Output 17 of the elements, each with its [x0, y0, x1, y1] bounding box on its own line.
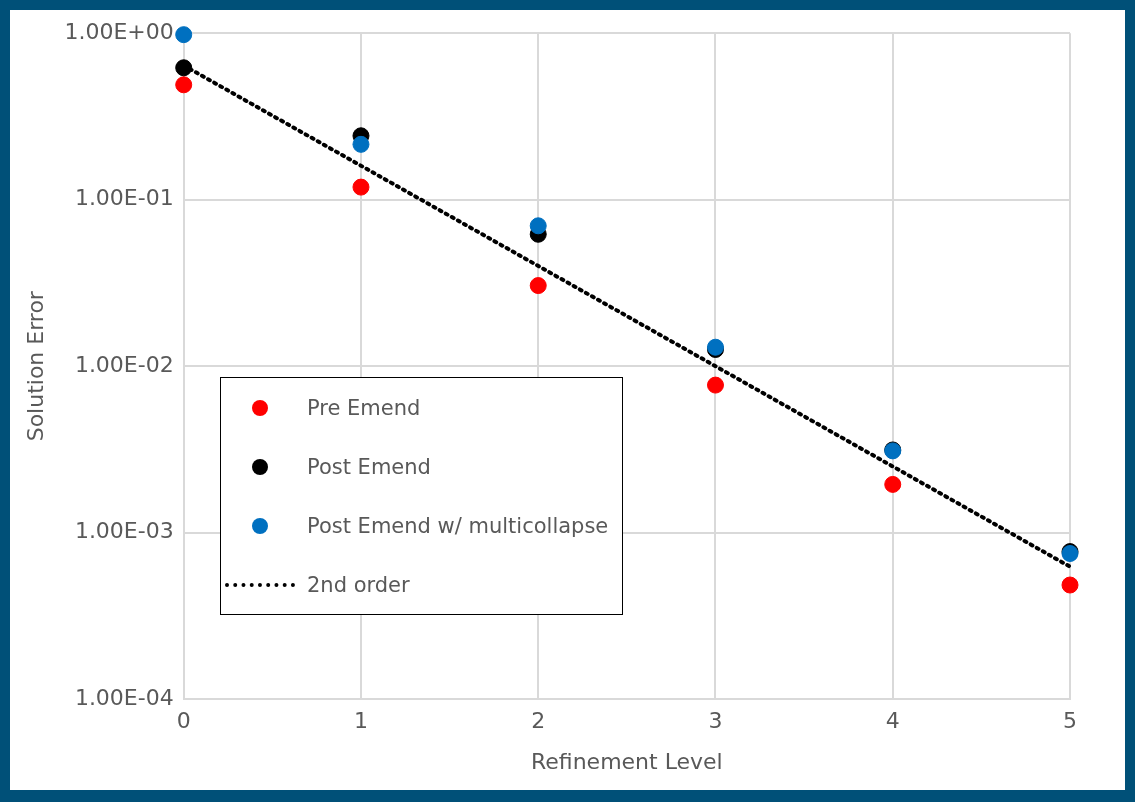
y-tick-label: 1.00E-01	[74, 185, 174, 211]
x-tick-label: 4	[885, 708, 900, 734]
x-axis-title: Refinement Level	[530, 748, 723, 774]
y-tick-label: 1.00E-04	[74, 684, 174, 710]
y-tick-label: 1.00E+00	[64, 18, 174, 44]
legend-label: Post Emend w/ multicollapse	[307, 513, 609, 538]
y-tick-label: 1.00E-02	[74, 351, 174, 377]
x-tick-label: 1	[353, 708, 368, 734]
x-tick-label: 5	[1063, 708, 1077, 734]
x-tick-label: 0	[176, 708, 191, 734]
y-tick-label: 1.00E-03	[74, 518, 174, 544]
x-tick-label: 2	[531, 708, 546, 734]
legend-label: Pre Emend	[307, 395, 421, 420]
legend-label: 2nd order	[307, 572, 410, 597]
y-axis-title: Solution Error	[22, 290, 48, 442]
legend-label: Post Emend	[307, 454, 431, 479]
x-tick-label: 3	[708, 708, 723, 734]
